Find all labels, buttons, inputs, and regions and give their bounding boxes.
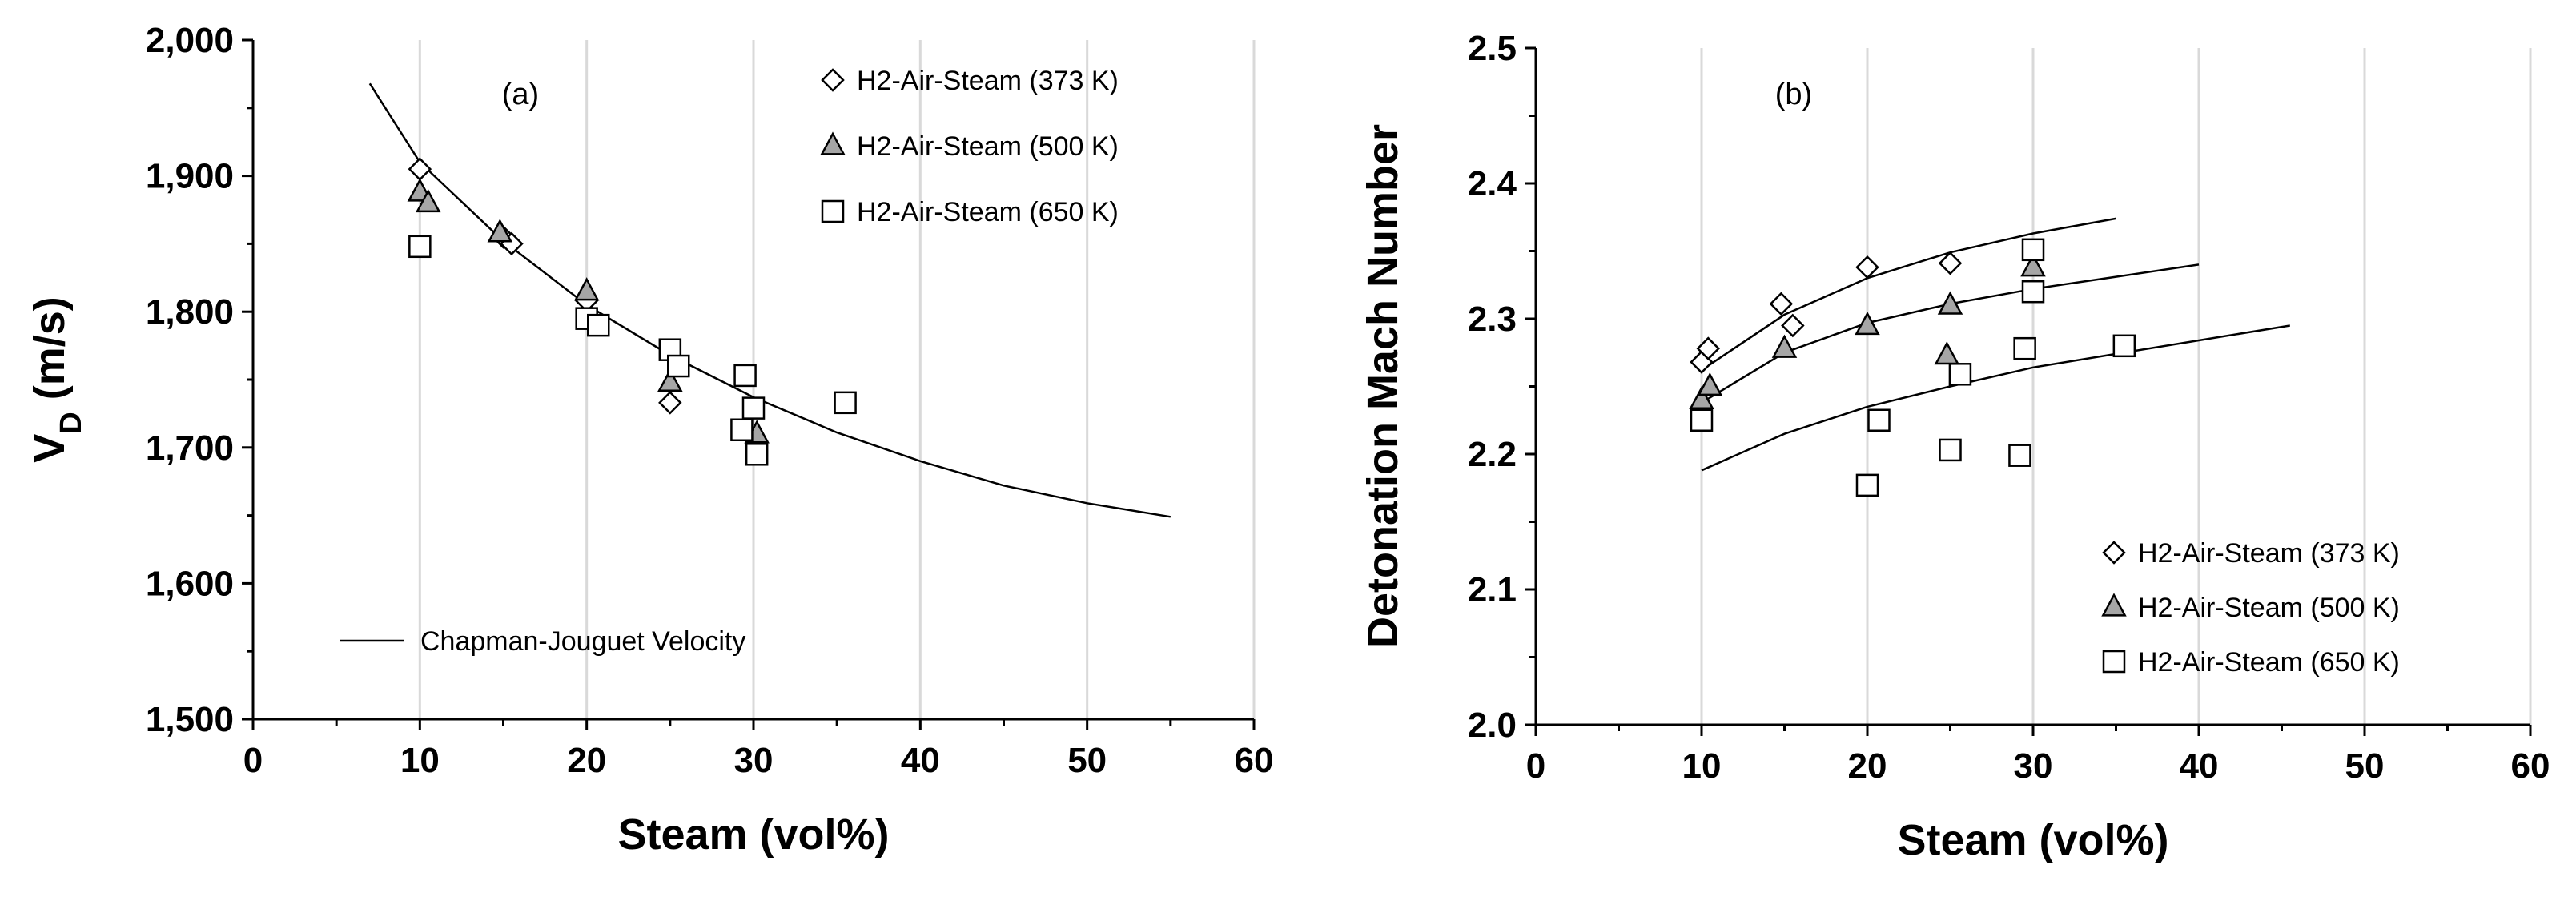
legend-marker-triangle bbox=[820, 131, 846, 155]
x-tick-label: 50 bbox=[1067, 741, 1107, 780]
y-axis-title-main: Detonation Mach Number bbox=[1359, 124, 1407, 648]
data-point-square bbox=[730, 418, 754, 442]
data-point-square bbox=[1690, 408, 1714, 432]
panel-b: 0 10 20 30 40 50 60 2.0 2.1 2.2 2.3 2.4 2.5 Steam (vo… bbox=[1359, 29, 2550, 864]
legend-label: H2-Air-Steam (500 K) bbox=[2138, 593, 2400, 623]
x-axis-title: Steam (vol%) bbox=[1897, 816, 2168, 864]
data-point-square bbox=[667, 354, 690, 378]
legend-marker-diamond bbox=[2102, 541, 2126, 565]
data-point-triangle bbox=[1697, 372, 1723, 396]
data-point-square bbox=[2013, 336, 2036, 360]
data-point-square bbox=[587, 313, 610, 337]
x-tick-label: 10 bbox=[1682, 746, 1722, 786]
x-tick-label: 0 bbox=[1526, 746, 1545, 786]
legend-label: H2-Air-Steam (500 K) bbox=[857, 131, 1119, 162]
data-point-square bbox=[834, 391, 857, 415]
x-tick-label: 20 bbox=[1848, 746, 1887, 786]
data-point-triangle bbox=[416, 188, 441, 213]
data-point-diamond bbox=[1696, 336, 1721, 360]
y-axis-title-unit: (m/s) bbox=[26, 296, 74, 412]
y-axis-title-main: V bbox=[26, 434, 74, 463]
legend: H2-Air-Steam (373 K) H2-Air-Steam (500 K)… bbox=[2101, 538, 2400, 678]
data-point-triangle bbox=[1934, 341, 1960, 365]
data-point-diamond bbox=[1938, 251, 1963, 275]
y-tick-label: 2.5 bbox=[1468, 29, 1517, 68]
legend-label: H2-Air-Steam (650 K) bbox=[857, 197, 1119, 227]
data-point-square bbox=[2021, 280, 2045, 304]
data-point-square bbox=[741, 396, 766, 420]
data-point-square bbox=[408, 235, 432, 259]
legend-label: H2-Air-Steam (373 K) bbox=[2138, 538, 2400, 569]
model-curve-1 bbox=[1701, 217, 2116, 372]
y-tick-label: 2,000 bbox=[146, 21, 234, 60]
data-point-triangle bbox=[1855, 311, 1880, 336]
y-tick-label: 2.2 bbox=[1468, 435, 1517, 474]
x-tick-label: 40 bbox=[901, 741, 940, 780]
data-point-triangle bbox=[2020, 253, 2046, 277]
data-point-square bbox=[2112, 334, 2136, 358]
y-tick-label: 2.4 bbox=[1468, 164, 1517, 203]
data-point-triangle bbox=[1771, 334, 1798, 358]
data-point-diamond bbox=[408, 157, 432, 181]
data-point-square bbox=[1855, 473, 1879, 497]
y-tick-label: 1,900 bbox=[146, 157, 234, 196]
legend-label: H2-Air-Steam (373 K) bbox=[857, 66, 1119, 96]
data-point-square bbox=[2008, 444, 2031, 467]
data-point-triangle bbox=[1689, 385, 1714, 410]
x-tick-label: 30 bbox=[734, 741, 774, 780]
x-tick-label: 60 bbox=[1235, 741, 1274, 780]
model-curve-3 bbox=[1701, 324, 2291, 472]
data-point-triangle bbox=[487, 219, 513, 243]
data-point-square bbox=[2021, 238, 2045, 262]
legend: H2-Air-Steam (373 K) H2-Air-Steam (500 K)… bbox=[340, 66, 1119, 657]
x-tick-label: 0 bbox=[243, 741, 263, 780]
legend-marker-square bbox=[821, 199, 845, 223]
x-axis-title: Steam (vol%) bbox=[617, 810, 889, 859]
x-tick-label: 20 bbox=[567, 741, 606, 780]
legend-label: H2-Air-Steam (650 K) bbox=[2138, 647, 2400, 678]
x-tick-label: 10 bbox=[400, 741, 440, 780]
y-tick-label: 2.0 bbox=[1468, 706, 1517, 745]
y-tick-label: 1,700 bbox=[146, 428, 234, 468]
data-point-triangle bbox=[1937, 291, 1963, 315]
y-tick-label: 2.3 bbox=[1468, 300, 1517, 339]
y-tick-label: 1,800 bbox=[146, 292, 234, 332]
data-point-square bbox=[1948, 363, 1972, 386]
data-point-triangle bbox=[573, 277, 600, 301]
data-point-diamond bbox=[658, 391, 682, 415]
data-point-square bbox=[1867, 408, 1891, 432]
data-point-square bbox=[1939, 438, 1962, 462]
legend-marker-square bbox=[2102, 650, 2126, 674]
y-tick-label: 1,600 bbox=[146, 564, 234, 603]
data-point-diamond bbox=[1855, 255, 1879, 280]
panel-a: 0 10 20 30 40 50 60 1,500 1,600 1,700 1,800 1,900 2,… bbox=[26, 21, 1273, 859]
legend-label-line: Chapman-Jouguet Velocity bbox=[420, 626, 745, 657]
x-tick-label: 40 bbox=[2180, 746, 2219, 786]
data-point-diamond bbox=[1781, 313, 1805, 338]
y-tick-label: 2.1 bbox=[1468, 570, 1517, 609]
y-axis-title: Detonation Mach Number bbox=[1359, 124, 1407, 648]
data-point-triangle bbox=[657, 368, 683, 392]
data-point-square bbox=[745, 443, 769, 466]
x-tick-label: 60 bbox=[2511, 746, 2550, 786]
y-axis-title-subscript: D bbox=[54, 412, 88, 433]
x-tick-label: 30 bbox=[2014, 746, 2053, 786]
y-tick-label: 1,500 bbox=[146, 700, 234, 739]
y-axis-title: VD (m/s) bbox=[26, 296, 88, 463]
panel-label: (b) bbox=[1775, 78, 1812, 111]
data-point-square bbox=[733, 364, 757, 388]
panel-label: (a) bbox=[502, 78, 539, 111]
data-point-diamond bbox=[1769, 292, 1794, 316]
x-tick-label: 50 bbox=[2345, 746, 2385, 786]
legend-marker-diamond bbox=[821, 68, 845, 92]
legend-marker-triangle bbox=[2101, 593, 2127, 617]
